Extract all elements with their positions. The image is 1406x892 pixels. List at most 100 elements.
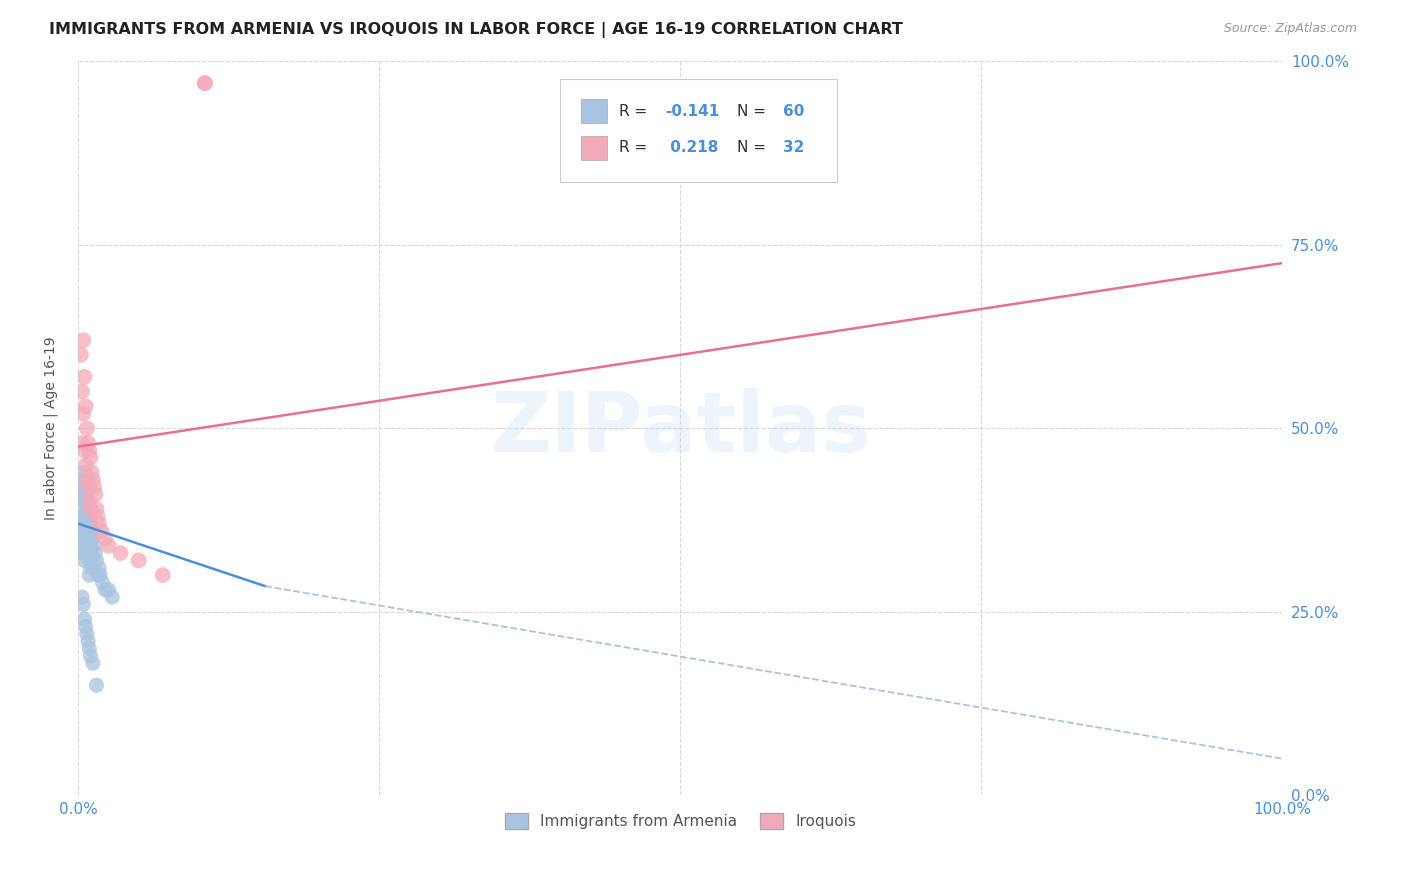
Point xyxy=(75,473,97,487)
Point xyxy=(75,458,97,472)
Point xyxy=(97,582,120,597)
Point xyxy=(70,524,93,538)
Point xyxy=(91,575,114,590)
Point xyxy=(77,494,100,508)
Point xyxy=(87,509,110,524)
Point xyxy=(73,466,96,480)
Legend: Immigrants from Armenia, Iroquois: Immigrants from Armenia, Iroquois xyxy=(499,807,862,836)
Point xyxy=(83,480,105,494)
Point xyxy=(72,487,94,501)
Point xyxy=(79,516,101,531)
Point xyxy=(76,524,98,538)
Point xyxy=(70,348,93,362)
Point xyxy=(194,76,217,90)
Point xyxy=(79,502,101,516)
Text: R =: R = xyxy=(619,140,652,155)
Point xyxy=(72,473,94,487)
Point xyxy=(75,516,97,531)
Point xyxy=(70,590,93,604)
Y-axis label: In Labor Force | Age 16-19: In Labor Force | Age 16-19 xyxy=(44,336,58,520)
Point xyxy=(82,473,104,487)
Point xyxy=(83,561,105,575)
Point xyxy=(79,509,101,524)
Point xyxy=(76,421,98,435)
Point xyxy=(82,532,104,546)
Point xyxy=(89,568,111,582)
Point xyxy=(77,516,100,531)
Point xyxy=(83,539,105,553)
Point xyxy=(79,450,101,465)
Point xyxy=(76,627,98,641)
Point xyxy=(72,546,94,560)
Point xyxy=(75,619,97,633)
Text: R =: R = xyxy=(619,103,652,119)
Point xyxy=(77,634,100,648)
Point xyxy=(79,494,101,508)
Point xyxy=(79,539,101,553)
Point xyxy=(70,532,93,546)
Point xyxy=(79,568,101,582)
Point xyxy=(75,494,97,508)
Point xyxy=(70,539,93,553)
Text: 0.218: 0.218 xyxy=(665,140,718,155)
Point xyxy=(79,532,101,546)
Point xyxy=(76,546,98,560)
Point xyxy=(70,384,93,399)
Text: N =: N = xyxy=(737,103,770,119)
Point xyxy=(73,509,96,524)
Point xyxy=(79,641,101,656)
Point xyxy=(80,524,103,538)
Point xyxy=(76,480,98,494)
Point xyxy=(73,532,96,546)
Point xyxy=(76,473,98,487)
Point xyxy=(86,502,108,516)
Point xyxy=(82,553,104,567)
Point xyxy=(80,466,103,480)
Point xyxy=(77,480,100,494)
Point xyxy=(72,524,94,538)
Point xyxy=(84,546,107,560)
Point xyxy=(128,553,150,567)
Point xyxy=(72,407,94,421)
Point xyxy=(110,546,132,560)
Point xyxy=(77,539,100,553)
Point xyxy=(73,487,96,501)
Point xyxy=(73,443,96,458)
Point xyxy=(152,568,174,582)
Point xyxy=(70,436,93,450)
Point xyxy=(73,553,96,567)
Point xyxy=(87,516,110,531)
Text: ZIPatlas: ZIPatlas xyxy=(489,388,870,469)
Point xyxy=(70,546,93,560)
Text: N =: N = xyxy=(737,140,770,155)
Point xyxy=(86,678,108,692)
Point xyxy=(79,561,101,575)
FancyBboxPatch shape xyxy=(581,136,607,160)
Text: -0.141: -0.141 xyxy=(665,103,718,119)
Point xyxy=(79,648,101,663)
Point xyxy=(72,598,94,612)
Point xyxy=(86,553,108,567)
Text: 32: 32 xyxy=(783,140,804,155)
Text: Source: ZipAtlas.com: Source: ZipAtlas.com xyxy=(1223,22,1357,36)
Point xyxy=(82,657,104,671)
Point xyxy=(79,553,101,567)
Point xyxy=(70,480,93,494)
Point xyxy=(70,509,93,524)
Point xyxy=(94,532,117,546)
Point xyxy=(90,524,112,538)
FancyBboxPatch shape xyxy=(560,79,837,182)
Point xyxy=(72,333,94,347)
Point xyxy=(73,612,96,626)
FancyBboxPatch shape xyxy=(581,99,607,123)
Point xyxy=(72,509,94,524)
Point xyxy=(75,539,97,553)
Point xyxy=(79,443,101,458)
Point xyxy=(97,539,120,553)
Point xyxy=(84,487,107,501)
Point xyxy=(70,494,93,508)
Point xyxy=(76,502,98,516)
Point xyxy=(87,568,110,582)
Point xyxy=(194,76,217,90)
Point xyxy=(75,399,97,413)
